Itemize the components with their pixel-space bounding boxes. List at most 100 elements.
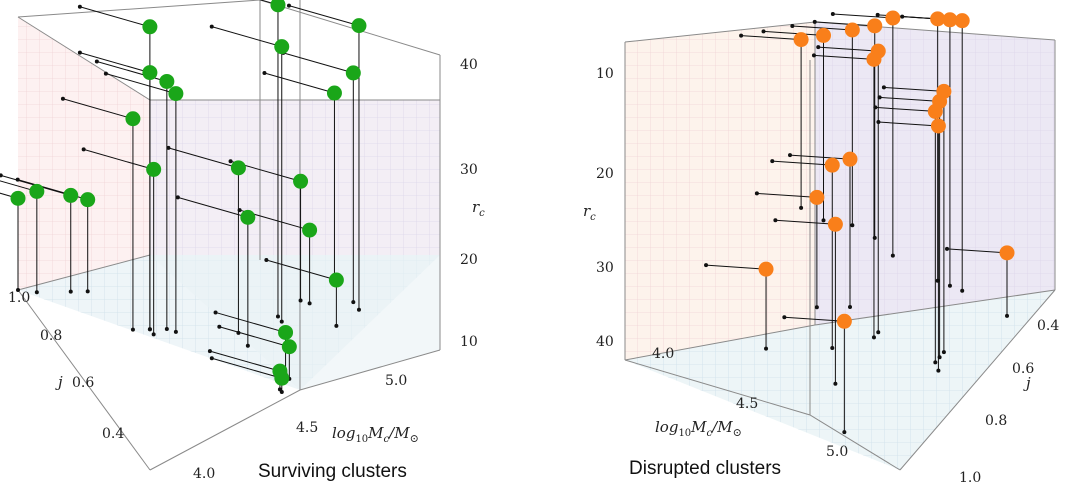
wall-projection-line [792,25,853,31]
wall-projection-dot [77,4,82,9]
back-wall-left-grid [625,22,815,360]
floor-projection-dot [850,223,855,228]
y-tick: 0.8 [40,328,62,344]
floor-projection-dot [151,332,156,337]
wall-projection-dot [209,24,214,29]
data-point [345,65,361,81]
data-point [125,111,141,127]
wall-projection-line [818,46,879,52]
floor-projection-dot [334,323,339,328]
wall-projection-dot [77,50,82,55]
wall-projection-dot [81,147,86,152]
front-wall [150,255,440,390]
wall-projection-line [264,72,335,94]
floor-projection-dot [164,326,169,331]
wall-projection-line [775,219,836,225]
data-point [885,10,901,26]
wall-projection-dot [816,45,821,50]
x-axis-label: log10Mc/M⊙ [332,424,419,445]
wall-projection-line [946,248,1008,254]
wall-projection-dot [876,120,881,124]
floor-projection-dot [821,218,826,223]
floor-projection-dot [68,289,73,294]
z-tick: 20 [460,252,478,268]
wall-projection-line [832,13,893,19]
floor-projection-dot [935,278,940,283]
data-point [867,18,883,34]
wall-projection-line [62,98,134,120]
data-point [10,190,26,206]
wall-projection-dot [782,315,787,320]
data-point [816,27,832,43]
data-point [270,0,286,13]
wall-projection-line [259,0,279,6]
wall-projection-dot [812,19,817,24]
data-point [281,339,297,355]
data-point [930,11,946,27]
wall-projection-line [211,357,282,379]
wall-projection-line [789,154,851,160]
z-tick: 30 [460,162,478,178]
wall-projection-line [883,86,944,92]
wall-projection-line [706,264,767,270]
floor-projection-dot [848,305,852,309]
data-point [274,39,290,55]
floor-projection-dot [16,288,20,292]
wall-projection-dot [770,159,775,164]
wall-projection-line [875,106,936,112]
wall-projection-dot [900,14,905,19]
floor-projection-dot [245,343,250,348]
wall-projection-line [879,96,940,102]
data-point [836,313,852,329]
z-tick: 10 [460,334,478,350]
z-tick: 20 [596,166,614,182]
floor-projection-dot [34,290,39,295]
data-point [930,118,946,134]
z-tick: 30 [596,260,614,276]
x-tick: 4.0 [193,466,215,482]
wall-projection-line [215,311,286,333]
wall-projection-dot [877,95,882,100]
wall-projection-dot [773,218,778,223]
data-point [942,12,958,28]
z-axis-label: rc [472,198,485,219]
y-axis-label: j [55,373,63,391]
data-point [302,222,318,238]
x-tick: 4.5 [736,396,758,412]
floor-projection-dot [351,300,356,305]
data-point [168,86,184,102]
wall-projection-line [756,192,817,198]
wall-projection-dot [15,177,20,182]
data-point [29,183,45,199]
wall-projection-line [83,148,154,170]
data-point [809,189,825,205]
wall-projection-dot [945,246,950,251]
wall-projection-line [266,259,337,281]
wall-projection-line [79,6,151,28]
wall-projection-line [209,350,281,372]
y-ticks: 0.4 0.6 0.8 1.0 [959,318,1059,486]
data-point [142,19,158,35]
floor-projection-dot [814,305,819,310]
wall-projection-line [0,192,19,199]
wall-projection-line [283,52,354,74]
floor-projection-dot [356,307,361,312]
data-point [866,51,882,67]
wall-projection-line [211,26,282,48]
wall-projection-line [784,316,845,322]
data-point [159,73,175,89]
data-point [844,22,860,38]
data-point [146,161,162,177]
data-point [240,209,256,225]
wall-projection-dot [262,71,267,76]
data-point [326,85,342,101]
data-point [274,370,290,386]
panel-title: Surviving clusters [258,461,407,482]
x-tick: 4.0 [652,346,674,362]
wall-projection-line [105,73,177,95]
floor-projection-dot [830,346,835,350]
floor-projection-dot [275,314,280,319]
data-point [80,192,96,208]
x-ticks: 4.0 4.5 5.0 [193,373,407,482]
wall-projection-line [219,326,290,348]
